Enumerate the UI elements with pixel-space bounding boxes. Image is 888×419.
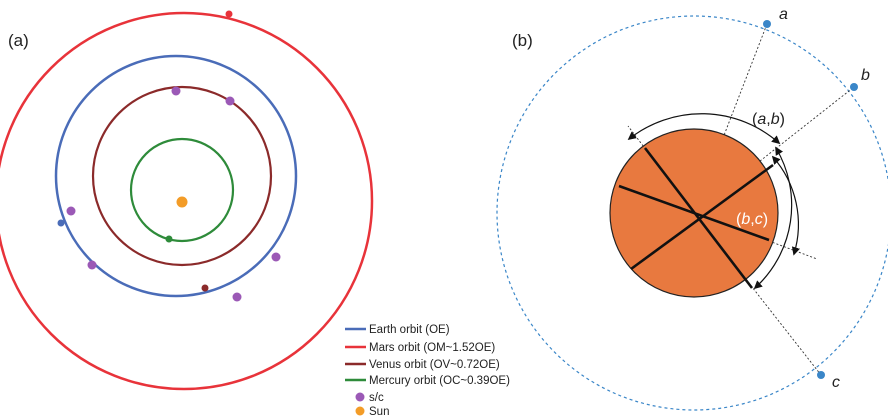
point-a [763,20,771,28]
legend-label: Venus orbit (OV~0.72OE) [369,359,500,371]
mercury-orbit [129,137,235,243]
legend-label: Earth orbit (OE) [369,324,450,336]
spacecraft [225,96,235,106]
chord [643,147,754,289]
mercury-planet [165,235,173,243]
mars-planet [225,10,233,18]
legend-item-venus: Venus orbit (OV~0.72OE) [345,359,500,371]
legend: Earth orbit (OE) Mars orbit (OM~1.52OE) … [345,324,510,418]
spacecraft [66,206,76,216]
legend-swatch [355,406,365,416]
legend-item-earth: Earth orbit (OE) [345,324,450,336]
legend-label: Sun [369,406,389,418]
point-b [850,83,858,91]
outer-orbit [496,15,888,411]
legend-label: Mercury orbit (OC~0.39OE) [369,375,510,387]
spacecraft-group [66,86,281,302]
point-a-label: a [779,6,788,23]
chord [630,163,774,271]
legend-swatch [355,392,365,402]
arc-label-bc: (b,c) [736,211,768,228]
legend-label: s/c [369,392,384,404]
arc-arrow-ab [627,113,781,145]
point-c-label: c [832,374,840,391]
spacecraft [271,252,281,262]
mars-orbit [0,11,374,391]
spacecraft [232,292,242,302]
panel-b: (b) a b c (a,b) (b,c) [496,6,888,411]
legend-item-spacecraft: s/c [355,392,384,404]
earth-orbit [54,54,298,298]
panel-a-label: (a) [8,31,29,50]
legend-item-mercury: Mercury orbit (OC~0.39OE) [345,375,510,387]
point-b-label: b [861,67,870,84]
spacecraft [171,86,181,96]
panel-a: (a) [0,10,374,391]
venus-planet [201,284,209,292]
sun [176,196,188,208]
earth-planet [57,219,65,227]
arc-label-ab: (a,b) [752,111,785,128]
panel-b-label: (b) [512,31,533,50]
legend-item-sun: Sun [355,406,389,418]
point-c [817,371,825,379]
venus-orbit [91,85,273,267]
legend-item-mars: Mars orbit (OM~1.52OE) [345,342,495,354]
arc-arrow-ac [753,146,793,290]
legend-label: Mars orbit (OM~1.52OE) [369,342,495,354]
spacecraft [87,260,97,270]
